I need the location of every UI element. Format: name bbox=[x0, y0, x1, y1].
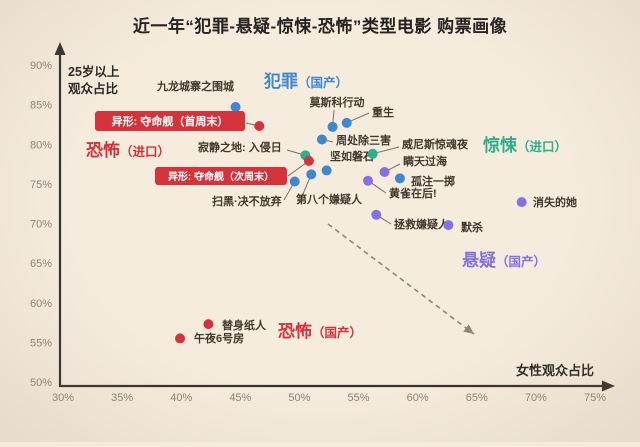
data-point-label: 替身纸人 bbox=[222, 318, 267, 332]
y-axis-tick-label: 85% bbox=[30, 100, 52, 112]
data-point-label: 消失的她 bbox=[533, 195, 577, 209]
x-axis-tick-label: 60% bbox=[407, 392, 429, 404]
data-point-label: 黄雀在后! bbox=[389, 186, 437, 200]
data-point-label: 午夜6号房 bbox=[194, 331, 244, 345]
trend-arrow-head bbox=[463, 324, 474, 334]
data-point-label: 寂静之地: 入侵日 bbox=[198, 140, 282, 154]
data-point-label: 拯救嫌疑人 bbox=[394, 217, 450, 231]
data-point bbox=[516, 197, 527, 208]
data-point bbox=[394, 173, 405, 184]
data-point bbox=[306, 169, 317, 180]
y-axis-tick-label: 50% bbox=[30, 377, 52, 389]
data-point-label: 坚如磐石 bbox=[330, 149, 374, 163]
x-axis-tick-label: 45% bbox=[229, 392, 251, 404]
y-axis-tick-label: 90% bbox=[30, 60, 52, 72]
x-axis-arrowhead bbox=[602, 380, 615, 392]
data-point-label: 周处除三害 bbox=[336, 133, 391, 147]
data-point bbox=[379, 166, 390, 177]
data-point-label: 威尼斯惊魂夜 bbox=[402, 137, 469, 151]
y-axis-tick-label: 75% bbox=[30, 179, 52, 191]
data-point-label: 莫斯科行动 bbox=[309, 95, 365, 109]
data-point bbox=[327, 121, 338, 132]
data-point-label: 重生 bbox=[372, 105, 394, 119]
data-point bbox=[203, 319, 214, 330]
category-label: 恐怖（进口） bbox=[86, 140, 170, 160]
category-label: 恐怖（国产） bbox=[278, 321, 362, 341]
category-label: 犯罪（国产） bbox=[263, 71, 348, 91]
data-point-label: 孤注一掷 bbox=[411, 174, 455, 188]
y-axis-tick-label: 65% bbox=[30, 258, 52, 270]
data-point bbox=[443, 220, 454, 231]
y-axis-title: 25岁以上 bbox=[68, 64, 120, 79]
data-point bbox=[363, 175, 374, 186]
data-point-label: 瞒天过海 bbox=[403, 154, 447, 168]
x-axis-tick-label: 40% bbox=[170, 392, 192, 404]
callout-banner-label: 异形: 夺命舰（首周末） bbox=[112, 114, 229, 128]
data-point bbox=[175, 333, 186, 344]
x-axis-tick-label: 30% bbox=[52, 392, 74, 404]
callout-banner bbox=[155, 167, 287, 185]
data-point bbox=[303, 155, 314, 166]
data-point-label: 第八个嫌疑人 bbox=[296, 192, 363, 206]
x-axis-tick-label: 35% bbox=[111, 392, 133, 404]
callout-banner-label: 异形: 夺命舰（次周末） bbox=[168, 170, 274, 183]
data-point bbox=[371, 209, 382, 220]
x-axis-tick-label: 75% bbox=[584, 392, 606, 404]
y-axis-tick-label: 70% bbox=[30, 219, 52, 231]
y-axis-title: 观众占比 bbox=[68, 81, 119, 96]
y-axis-tick-label: 55% bbox=[30, 337, 52, 349]
data-point bbox=[341, 117, 352, 128]
data-point bbox=[289, 176, 300, 187]
category-label: 惊悚（进口） bbox=[483, 135, 567, 155]
data-point bbox=[230, 102, 241, 113]
data-point bbox=[316, 134, 327, 145]
x-axis-tick-label: 55% bbox=[348, 392, 370, 404]
x-axis-tick-label: 65% bbox=[466, 392, 488, 404]
data-point-label: 默杀 bbox=[461, 220, 483, 234]
data-point-label: 九龙城寨之围城 bbox=[156, 79, 234, 93]
axes bbox=[58, 50, 608, 388]
y-axis-tick-label: 60% bbox=[30, 298, 52, 310]
data-point bbox=[367, 148, 378, 159]
y-axis-arrowhead bbox=[54, 42, 66, 55]
trend-arrow-line bbox=[327, 223, 475, 335]
callout-banner bbox=[95, 111, 245, 131]
category-label: 悬疑（国产） bbox=[462, 251, 546, 270]
y-axis-tick-label: 80% bbox=[30, 139, 52, 151]
x-axis-tick-label: 50% bbox=[288, 392, 310, 404]
data-point bbox=[254, 121, 265, 132]
page-title: 近一年“犯罪-悬疑-惊悚-恐怖”类型电影 购票画像 bbox=[132, 17, 508, 36]
data-point bbox=[321, 165, 332, 176]
x-axis-tick-label: 70% bbox=[525, 392, 547, 404]
data-point-label: 扫黑·决不放弃 bbox=[212, 194, 282, 208]
x-axis-title: 女性观众占比 bbox=[516, 363, 594, 378]
